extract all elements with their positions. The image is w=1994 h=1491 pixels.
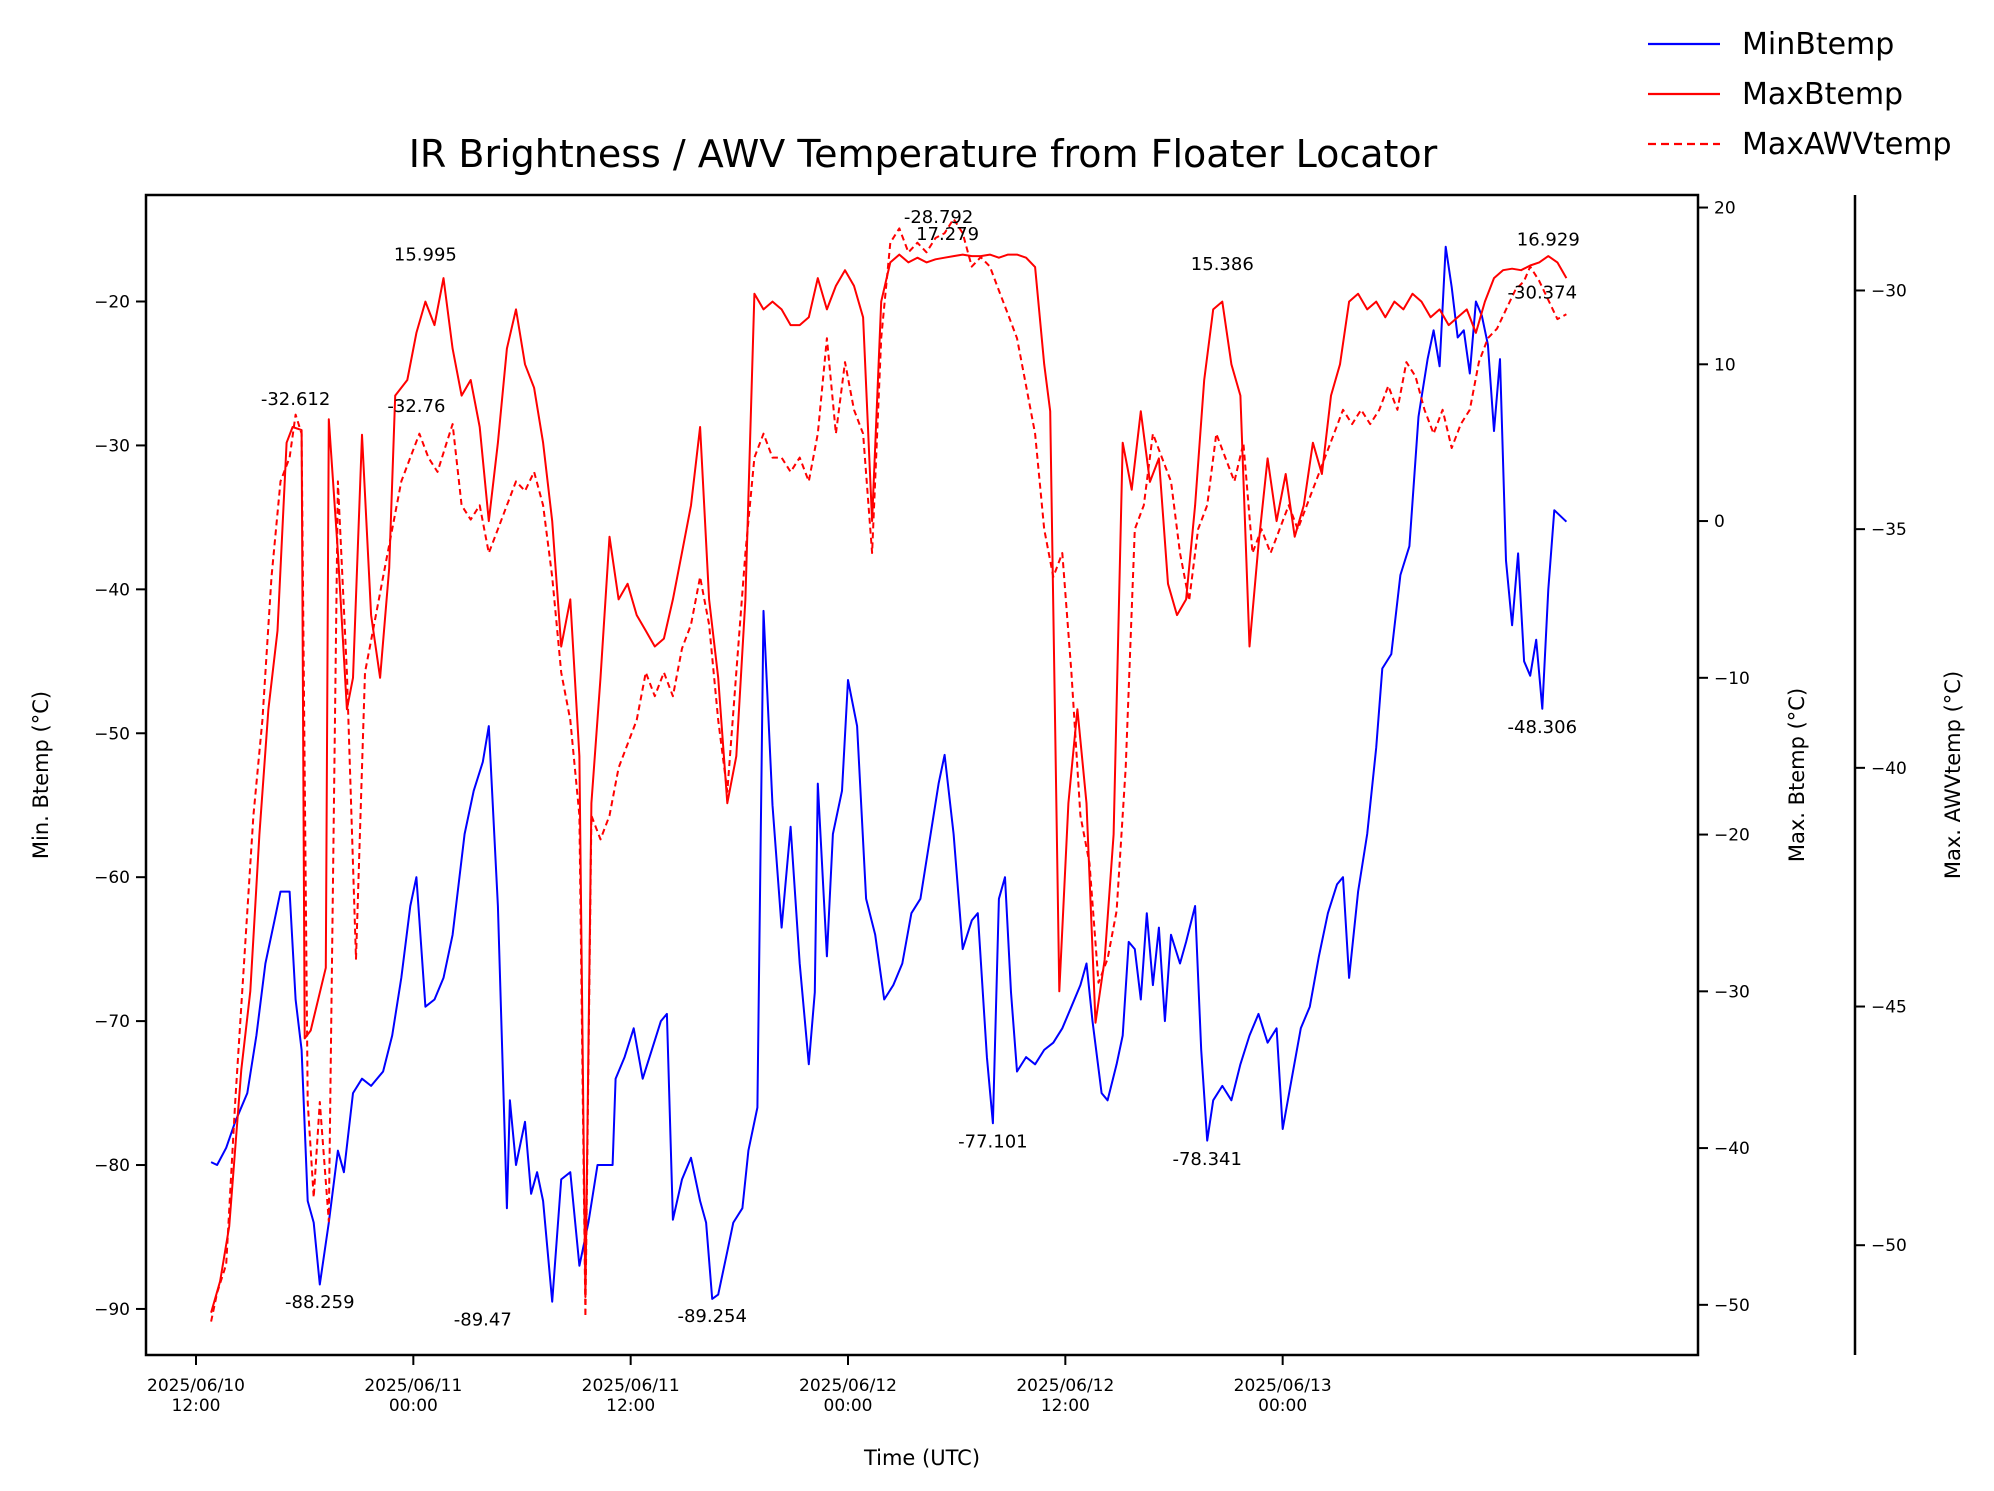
left-y-tick-label: −20 bbox=[94, 293, 130, 313]
right2-y-tick-label: −45 bbox=[1871, 998, 1907, 1018]
x-axis: 2025/06/1012:002025/06/1100:002025/06/11… bbox=[147, 1355, 1332, 1416]
x-axis-title: Time (UTC) bbox=[863, 1446, 980, 1470]
data-label-annotation: 15.386 bbox=[1191, 254, 1254, 275]
data-label-annotation: -77.101 bbox=[958, 1131, 1027, 1152]
x-tick-label-time: 12:00 bbox=[1041, 1396, 1090, 1416]
right-y-tick-label: −40 bbox=[1714, 1139, 1750, 1159]
x-tick-label-date: 2025/06/12 bbox=[1016, 1376, 1114, 1396]
right-y-tick-label: −30 bbox=[1714, 982, 1750, 1002]
left-y-tick-label: −60 bbox=[94, 868, 130, 888]
series-layer bbox=[210, 217, 1568, 1322]
right-y-tick-label: −50 bbox=[1714, 1296, 1750, 1316]
legend-label-maxawvtemp: MaxAWVtemp bbox=[1742, 127, 1952, 162]
data-label-annotation: -32.612 bbox=[261, 389, 330, 410]
left-y-tick-label: −90 bbox=[94, 1300, 130, 1320]
data-label-annotation: -89.254 bbox=[677, 1306, 746, 1327]
right2-y-tick-label: −40 bbox=[1871, 759, 1907, 779]
right-y-tick-label: −20 bbox=[1714, 826, 1750, 846]
x-tick-label-time: 12:00 bbox=[606, 1396, 655, 1416]
series-line-minbtemp bbox=[210, 245, 1568, 1303]
left-y-tick-label: −50 bbox=[94, 724, 130, 744]
left-y-axis-title: Min. Btemp (°C) bbox=[29, 691, 53, 859]
right-y-tick-label: −10 bbox=[1714, 669, 1750, 689]
x-tick-label-time: 12:00 bbox=[172, 1396, 221, 1416]
data-label-annotation: -48.306 bbox=[1508, 717, 1577, 738]
left-y-tick-label: −40 bbox=[94, 580, 130, 600]
right-y-axis-maxawvtemp: −50 −45 −40 −35 −30 bbox=[1853, 195, 1907, 1355]
x-tick-label-date: 2025/06/10 bbox=[147, 1376, 245, 1396]
data-label-annotation: 16.929 bbox=[1517, 230, 1580, 251]
legend-entry-maxbtemp: MaxBtemp bbox=[1648, 77, 1903, 112]
right-y-axis-maxbtemp-title: Max. Btemp (°C) bbox=[1785, 688, 1809, 862]
data-label-annotation: 15.995 bbox=[394, 244, 457, 265]
legend-entry-maxawvtemp: MaxAWVtemp bbox=[1648, 127, 1952, 162]
right-y-tick-label: 0 bbox=[1714, 512, 1725, 532]
x-tick-label-date: 2025/06/12 bbox=[799, 1376, 897, 1396]
right2-y-tick-label: −50 bbox=[1871, 1236, 1907, 1256]
right-y-tick-label: 20 bbox=[1714, 199, 1736, 219]
chart-title: IR Brightness / AWV Temperature from Flo… bbox=[409, 132, 1438, 176]
right2-y-tick-label: −30 bbox=[1871, 281, 1907, 301]
data-label-annotation: -88.259 bbox=[285, 1292, 354, 1313]
data-label-annotation: -30.374 bbox=[1508, 282, 1577, 303]
data-label-annotation: -28.792 bbox=[904, 207, 973, 228]
series-line-maxbtemp bbox=[210, 253, 1568, 1313]
right-y-axis-maxawvtemp-title: Max. AWVtemp (°C) bbox=[1941, 671, 1965, 879]
data-label-annotation: -32.76 bbox=[387, 396, 445, 417]
x-tick-label-date: 2025/06/11 bbox=[364, 1376, 462, 1396]
legend: MinBtemp MaxBtemp MaxAWVtemp bbox=[1648, 27, 1952, 162]
right2-y-tick-label: −35 bbox=[1871, 520, 1907, 540]
x-tick-label-date: 2025/06/11 bbox=[582, 1376, 680, 1396]
legend-label-maxbtemp: MaxBtemp bbox=[1742, 77, 1903, 112]
legend-label-minbtemp: MinBtemp bbox=[1742, 27, 1894, 62]
x-tick-label-time: 00:00 bbox=[389, 1396, 438, 1416]
x-tick-label-date: 2025/06/13 bbox=[1234, 1376, 1332, 1396]
left-y-tick-label: −70 bbox=[94, 1012, 130, 1032]
plot-frame bbox=[144, 193, 1700, 1357]
data-label-annotation: -78.341 bbox=[1172, 1149, 1241, 1170]
left-y-tick-label: −30 bbox=[94, 436, 130, 456]
series-line-maxawvtemp bbox=[210, 217, 1567, 1322]
right-y-axis-maxbtemp: −50 −40 −30 −20 −10 0 10 20 bbox=[1698, 199, 1750, 1316]
legend-entry-minbtemp: MinBtemp bbox=[1648, 27, 1894, 62]
x-tick-label-time: 00:00 bbox=[1258, 1396, 1307, 1416]
data-label-annotation: -89.47 bbox=[454, 1309, 512, 1330]
left-y-axis: −90 −80 −70 −60 −50 −40 −30 −20 bbox=[94, 293, 146, 1320]
x-tick-label-time: 00:00 bbox=[824, 1396, 873, 1416]
annotation-layer: -32.612 -88.259 15.995 -32.76 -89.47 -89.254 -… bbox=[261, 207, 1580, 1331]
right-y-tick-label: 10 bbox=[1714, 355, 1736, 375]
data-label-annotation: 17.279 bbox=[916, 224, 979, 245]
left-y-tick-label: −80 bbox=[94, 1156, 130, 1176]
plot-area bbox=[144, 193, 1700, 1357]
